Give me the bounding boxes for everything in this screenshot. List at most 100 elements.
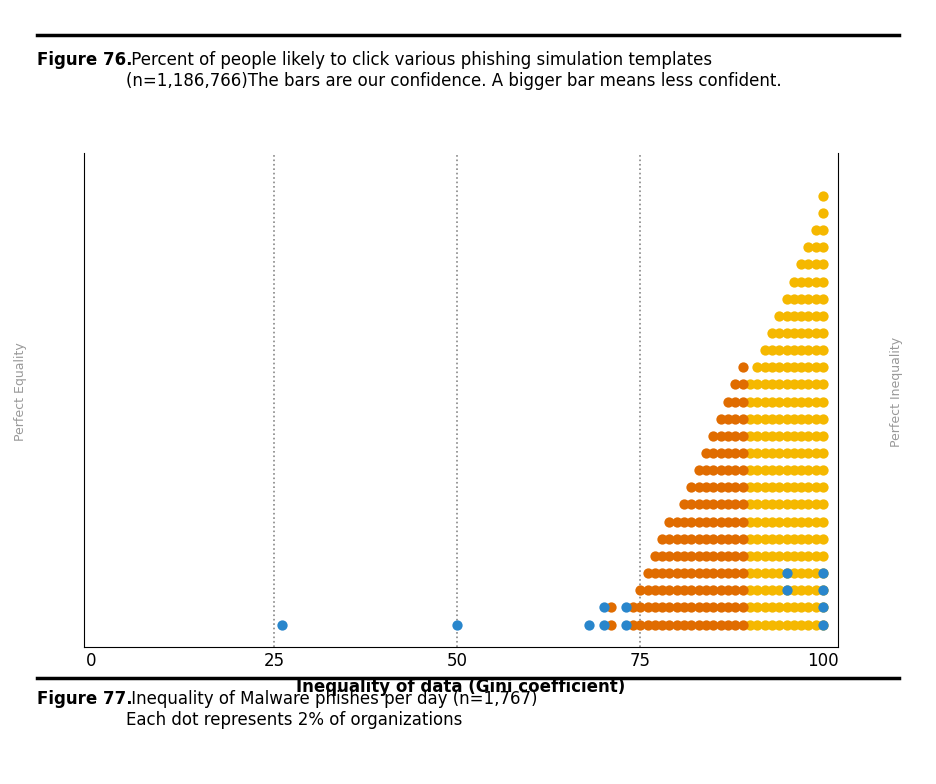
Text: Perfect Inequality: Perfect Inequality (890, 337, 903, 447)
Point (779, 550, 794, 562)
Point (794, 412, 809, 425)
Point (677, 567, 692, 579)
Point (809, 430, 824, 442)
Point (794, 464, 809, 477)
Point (735, 481, 750, 494)
Point (640, 601, 655, 614)
Point (801, 292, 816, 305)
Point (728, 601, 743, 614)
Point (735, 498, 750, 510)
Point (809, 344, 824, 357)
Point (706, 515, 721, 528)
Point (779, 378, 794, 390)
Point (786, 481, 801, 494)
Point (742, 532, 757, 545)
Point (706, 498, 721, 510)
Point (662, 515, 677, 528)
Point (750, 395, 765, 408)
Point (728, 532, 743, 545)
Point (706, 584, 721, 597)
Point (794, 395, 809, 408)
Point (713, 464, 728, 477)
Point (721, 550, 736, 562)
Point (786, 275, 801, 288)
Point (728, 550, 743, 562)
Point (757, 550, 772, 562)
Point (771, 361, 786, 373)
Point (771, 327, 786, 339)
Point (765, 395, 780, 408)
Point (750, 515, 765, 528)
Point (721, 601, 736, 614)
Point (794, 447, 809, 459)
Point (669, 550, 684, 562)
Point (706, 481, 721, 494)
Point (735, 532, 750, 545)
Point (713, 584, 728, 597)
Point (765, 344, 780, 357)
Point (815, 327, 830, 339)
Point (779, 310, 794, 322)
Point (779, 532, 794, 545)
Point (779, 344, 794, 357)
Point (809, 515, 824, 528)
Point (706, 550, 721, 562)
Point (794, 430, 809, 442)
Point (735, 619, 750, 631)
Point (654, 550, 669, 562)
Point (771, 481, 786, 494)
Point (794, 601, 809, 614)
X-axis label: Inequality of data (Gini coefficient): Inequality of data (Gini coefficient) (297, 678, 625, 696)
Point (742, 447, 757, 459)
Point (794, 584, 809, 597)
Point (692, 481, 707, 494)
Point (669, 567, 684, 579)
Point (684, 584, 699, 597)
Point (757, 481, 772, 494)
Point (809, 327, 824, 339)
Point (765, 361, 780, 373)
Point (640, 584, 655, 597)
Point (735, 430, 750, 442)
Point (706, 532, 721, 545)
Point (728, 395, 743, 408)
Point (721, 567, 736, 579)
Point (794, 515, 809, 528)
Point (779, 447, 794, 459)
Point (815, 292, 830, 305)
Point (786, 310, 801, 322)
Point (728, 481, 743, 494)
Point (765, 481, 780, 494)
Point (779, 567, 794, 579)
Point (684, 532, 699, 545)
Point (815, 515, 830, 528)
Point (742, 601, 757, 614)
Point (765, 619, 780, 631)
Point (721, 532, 736, 545)
Point (794, 327, 809, 339)
Point (713, 447, 728, 459)
Point (713, 567, 728, 579)
Point (801, 619, 816, 631)
Point (698, 550, 713, 562)
Point (750, 498, 765, 510)
Point (794, 292, 809, 305)
Point (779, 601, 794, 614)
Point (815, 584, 830, 597)
Point (742, 378, 757, 390)
Point (640, 619, 655, 631)
Point (684, 498, 699, 510)
Point (750, 464, 765, 477)
Point (692, 464, 707, 477)
Point (765, 584, 780, 597)
Point (794, 550, 809, 562)
Point (698, 481, 713, 494)
Point (765, 447, 780, 459)
Point (684, 601, 699, 614)
Point (742, 550, 757, 562)
Point (815, 447, 830, 459)
Point (801, 344, 816, 357)
Point (728, 567, 743, 579)
Point (625, 619, 640, 631)
Point (801, 378, 816, 390)
